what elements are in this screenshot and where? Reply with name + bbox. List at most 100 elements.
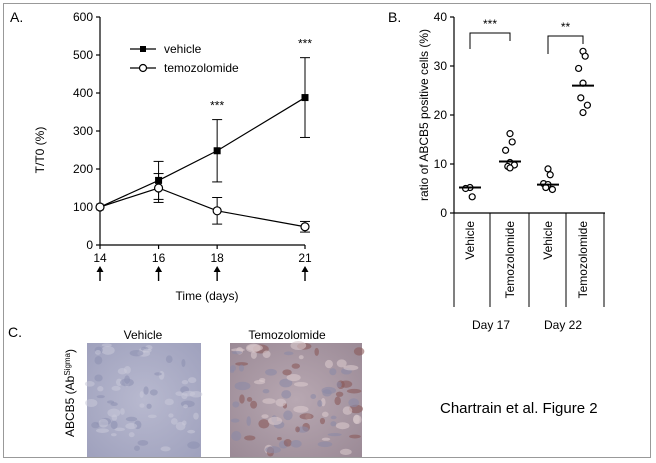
treatment-arrow-head [213, 266, 221, 272]
cell-nucleus [154, 372, 162, 376]
significance-marker: *** [298, 37, 312, 51]
data-point-temozolomide [212, 206, 222, 216]
data-point [502, 146, 510, 154]
micrograph-vehicle-texture [84, 343, 203, 452]
cell-nucleus [101, 343, 112, 347]
cell-nucleus [107, 400, 115, 404]
data-point [577, 94, 585, 102]
cell-nucleus [110, 420, 118, 430]
significance-bracket [469, 32, 511, 49]
data-point-temozolomide [153, 183, 164, 193]
cell-nucleus [193, 412, 199, 420]
stained-cell [275, 398, 287, 407]
chart-a-significance: *** *** [210, 37, 312, 113]
stained-cell [334, 396, 341, 406]
stained-cell [299, 413, 314, 420]
chart-b-groups [459, 47, 594, 201]
cell-nucleus [125, 416, 138, 422]
stained-cell [310, 394, 317, 400]
category-label: Temozolomide [576, 221, 590, 299]
cell-nucleus [146, 403, 152, 409]
y-tick-label: 300 [73, 124, 93, 138]
stained-cell [353, 347, 365, 356]
cell-nucleus [114, 427, 126, 432]
stained-cell [281, 390, 292, 399]
cell-nucleus [129, 349, 144, 357]
stained-cell [250, 400, 258, 409]
cell-nucleus [95, 349, 101, 355]
stained-cell [293, 405, 309, 413]
stained-cell [298, 355, 304, 360]
chart-a-y-ticks: 0 100 200 300 400 500 600 [73, 10, 100, 252]
cell-nucleus [139, 403, 145, 408]
stained-cell [246, 416, 251, 427]
cell-nucleus [128, 432, 135, 438]
cell-nucleus [96, 428, 109, 433]
stained-cell [336, 359, 347, 368]
stained-cell [330, 421, 337, 427]
stained-cell [250, 351, 257, 359]
chart-a: 0 100 200 300 400 500 600 14 16 18 21 *** *** T/T0… [33, 10, 312, 303]
cell-nucleus [115, 378, 123, 386]
micrograph-temozolomide-title: Temozolomide [248, 328, 326, 342]
cell-nucleus [84, 381, 95, 387]
cell-nucleus [96, 395, 105, 399]
stained-cell [290, 341, 307, 351]
chart-b-significance: *** ** [469, 17, 584, 54]
data-point [574, 64, 583, 73]
stained-cell [336, 381, 342, 388]
chart-a-series [95, 57, 310, 233]
stained-cell [265, 368, 277, 376]
data-point [546, 171, 554, 179]
stained-cell [321, 437, 331, 441]
category-label: Temozolomide [503, 221, 517, 299]
y-tick-label: 400 [73, 86, 93, 100]
data-point-vehicle [301, 94, 309, 102]
cell-nucleus [187, 377, 197, 384]
series-line-temozolomide [99, 187, 306, 228]
stained-cell [321, 411, 329, 417]
chart-a-legend: vehicle temozolomide [130, 42, 239, 75]
category-label: Vehicle [463, 221, 477, 260]
y-tick-label: 100 [73, 200, 93, 214]
stained-cell [353, 414, 360, 424]
stained-cell [324, 359, 333, 369]
stained-cell [267, 416, 283, 426]
data-point-temozolomide [300, 222, 310, 232]
stained-cell [348, 398, 360, 408]
stained-cell [330, 415, 337, 420]
panel-b-label: B. [388, 9, 401, 25]
cell-nucleus [107, 408, 121, 418]
stained-cell [317, 441, 333, 448]
treatment-arrow-head [155, 266, 163, 272]
y-tick-label: 600 [73, 10, 93, 24]
cell-nucleus [120, 378, 134, 387]
stained-cell [335, 422, 350, 430]
cell-nucleus [170, 418, 178, 425]
treatment-arrow-head [301, 266, 309, 272]
day-label: Day 17 [472, 318, 510, 332]
stained-cell [230, 365, 236, 372]
significance-marker: ** [561, 20, 571, 34]
data-point-temozolomide [95, 202, 105, 212]
panel-c: ABCB5 (AbSigma) Vehicle Temozolomide [63, 328, 365, 457]
stained-cell [234, 381, 251, 391]
stained-cell [319, 417, 326, 425]
chart-b-y-label: ratio of ABCB5 positive cells (%) [417, 29, 431, 201]
cell-nucleus [125, 423, 138, 430]
panel-c-label: C. [8, 324, 22, 340]
y-tick-label: 0 [440, 206, 447, 220]
chart-b-day-labels: Day 17 Day 22 [472, 318, 582, 332]
x-tick-label: 21 [298, 251, 312, 265]
stained-cell [246, 396, 253, 402]
cell-nucleus [117, 368, 127, 375]
stained-cell [314, 347, 319, 356]
cell-nucleus [101, 345, 115, 355]
micrograph-temozolomide-texture [229, 341, 365, 457]
figure-frame [3, 3, 651, 458]
data-point [468, 193, 476, 201]
cell-nucleus [147, 414, 157, 419]
y-tick-label: 20 [434, 108, 448, 122]
data-point [548, 185, 557, 194]
